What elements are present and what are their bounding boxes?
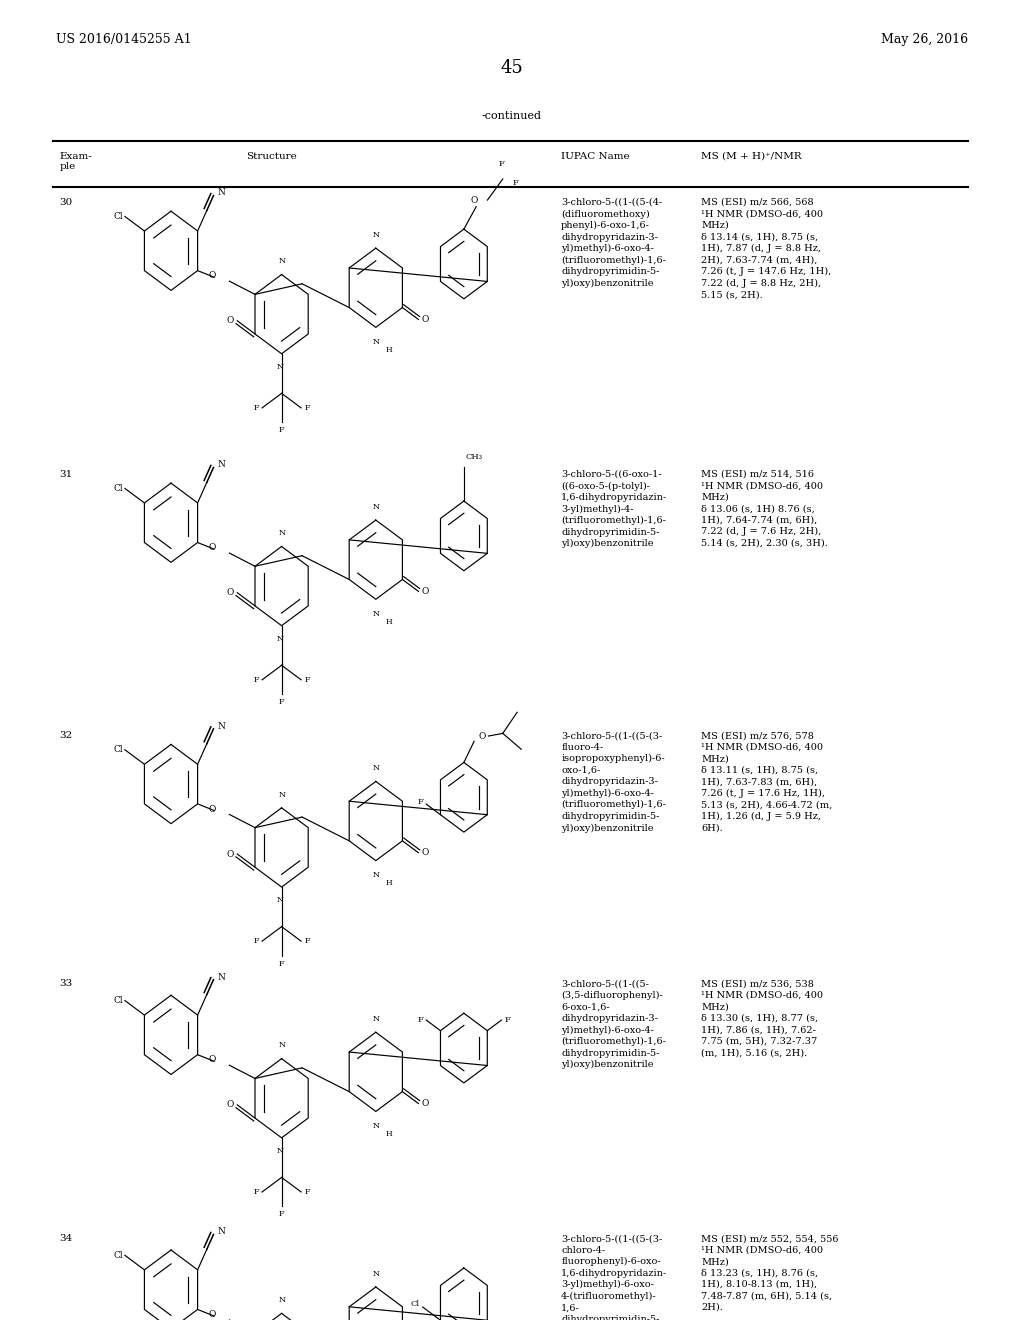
Text: O: O (226, 317, 234, 325)
Text: MS (ESI) m/z 576, 578
¹H NMR (DMSO-d6, 400
MHz)
δ 13.11 (s, 1H), 8.75 (s,
1H), 7: MS (ESI) m/z 576, 578 ¹H NMR (DMSO-d6, 4… (701, 731, 833, 832)
Text: Cl: Cl (114, 484, 123, 492)
Text: O: O (471, 195, 478, 205)
Text: N: N (217, 722, 225, 731)
Text: N: N (373, 871, 379, 879)
Text: MS (ESI) m/z 552, 554, 556
¹H NMR (DMSO-d6, 400
MHz)
δ 13.23 (s, 1H), 8.76 (s,
1: MS (ESI) m/z 552, 554, 556 ¹H NMR (DMSO-… (701, 1234, 839, 1312)
Text: O: O (226, 1101, 234, 1109)
Text: N: N (280, 1296, 286, 1304)
Text: F: F (513, 180, 519, 187)
Text: F: F (254, 937, 259, 945)
Text: Cl: Cl (114, 746, 123, 754)
Text: O: O (422, 315, 429, 323)
Text: N: N (373, 503, 379, 511)
Text: IUPAC Name: IUPAC Name (561, 152, 630, 161)
Text: MS (ESI) m/z 536, 538
¹H NMR (DMSO-d6, 400
MHz)
δ 13.30 (s, 1H), 8.77 (s,
1H), 7: MS (ESI) m/z 536, 538 ¹H NMR (DMSO-d6, 4… (701, 979, 823, 1057)
Text: Exam-
ple: Exam- ple (59, 152, 92, 172)
Text: O: O (209, 272, 216, 280)
Text: N: N (278, 1147, 284, 1155)
Text: F: F (505, 1016, 510, 1024)
Text: N: N (217, 461, 225, 470)
Text: N: N (373, 764, 379, 772)
Text: O: O (422, 1100, 429, 1107)
Text: 30: 30 (59, 198, 73, 207)
Text: F: F (279, 1210, 285, 1218)
Text: H: H (386, 346, 392, 354)
Text: 3-chloro-5-((1-((5-(3-
fluoro-4-
isopropoxyphenyl)-6-
oxo-1,6-
dihydropyridazin-: 3-chloro-5-((1-((5-(3- fluoro-4- isoprop… (561, 731, 666, 833)
Text: O: O (226, 589, 234, 597)
Text: 33: 33 (59, 979, 73, 989)
Text: F: F (499, 161, 505, 169)
Text: CH₃: CH₃ (466, 454, 483, 462)
Text: N: N (280, 1041, 286, 1049)
Text: Cl: Cl (411, 1300, 420, 1308)
Text: May 26, 2016: May 26, 2016 (881, 33, 968, 46)
Text: F: F (418, 1016, 423, 1024)
Text: Cl: Cl (114, 213, 123, 220)
Text: MS (ESI) m/z 566, 568
¹H NMR (DMSO-d6, 400
MHz)
δ 13.14 (s, 1H), 8.75 (s,
1H), 7: MS (ESI) m/z 566, 568 ¹H NMR (DMSO-d6, 4… (701, 198, 831, 300)
Text: 45: 45 (501, 59, 523, 78)
Text: 3-chloro-5-((1-((5-
(3,5-difluorophenyl)-
6-oxo-1,6-
dihydropyridazin-3-
yl)meth: 3-chloro-5-((1-((5- (3,5-difluorophenyl)… (561, 979, 666, 1069)
Text: O: O (209, 1056, 216, 1064)
Text: N: N (217, 189, 225, 198)
Text: N: N (373, 231, 379, 239)
Text: F: F (279, 698, 285, 706)
Text: US 2016/0145255 A1: US 2016/0145255 A1 (56, 33, 191, 46)
Text: Cl: Cl (114, 997, 123, 1005)
Text: N: N (217, 973, 225, 982)
Text: F: F (304, 937, 309, 945)
Text: 3-chloro-5-((1-((5-(4-
(difluoromethoxy)
phenyl)-6-oxo-1,6-
dihydropyridazin-3-
: 3-chloro-5-((1-((5-(4- (difluoromethoxy)… (561, 198, 666, 288)
Text: N: N (280, 791, 286, 799)
Text: F: F (304, 676, 309, 684)
Text: F: F (418, 797, 423, 805)
Text: H: H (386, 1130, 392, 1138)
Text: N: N (278, 635, 284, 643)
Text: N: N (373, 1015, 379, 1023)
Text: -continued: -continued (482, 111, 542, 121)
Text: N: N (217, 1228, 225, 1237)
Text: O: O (478, 731, 485, 741)
Text: 3-chloro-5-((6-oxo-1-
((6-oxo-5-(p-tolyl)-
1,6-dihydropyridazin-
3-yl)methyl)-4-: 3-chloro-5-((6-oxo-1- ((6-oxo-5-(p-tolyl… (561, 470, 668, 548)
Text: N: N (280, 257, 286, 265)
Text: N: N (373, 1122, 379, 1130)
Text: F: F (254, 404, 259, 412)
Text: F: F (304, 404, 309, 412)
Text: H: H (386, 879, 392, 887)
Text: N: N (278, 896, 284, 904)
Text: F: F (279, 426, 285, 434)
Text: N: N (373, 338, 379, 346)
Text: F: F (304, 1188, 309, 1196)
Text: F: F (254, 1188, 259, 1196)
Text: O: O (209, 544, 216, 552)
Text: Structure: Structure (246, 152, 297, 161)
Text: Cl: Cl (114, 1251, 123, 1259)
Text: 3-chloro-5-((1-((5-(3-
chloro-4-
fluorophenyl)-6-oxo-
1,6-dihydropyridazin-
3-yl: 3-chloro-5-((1-((5-(3- chloro-4- fluorop… (561, 1234, 668, 1320)
Text: N: N (373, 610, 379, 618)
Text: F: F (279, 960, 285, 968)
Text: O: O (226, 850, 234, 858)
Text: N: N (280, 529, 286, 537)
Text: F: F (254, 676, 259, 684)
Text: MS (M + H)⁺/NMR: MS (M + H)⁺/NMR (701, 152, 802, 161)
Text: 34: 34 (59, 1234, 73, 1243)
Text: 32: 32 (59, 731, 73, 741)
Text: O: O (209, 1311, 216, 1319)
Text: O: O (209, 805, 216, 813)
Text: O: O (422, 849, 429, 857)
Text: H: H (386, 618, 392, 626)
Text: N: N (373, 1270, 379, 1278)
Text: N: N (278, 363, 284, 371)
Text: 31: 31 (59, 470, 73, 479)
Text: MS (ESI) m/z 514, 516
¹H NMR (DMSO-d6, 400
MHz)
δ 13.06 (s, 1H) 8.76 (s,
1H), 7.: MS (ESI) m/z 514, 516 ¹H NMR (DMSO-d6, 4… (701, 470, 828, 548)
Text: O: O (422, 587, 429, 595)
